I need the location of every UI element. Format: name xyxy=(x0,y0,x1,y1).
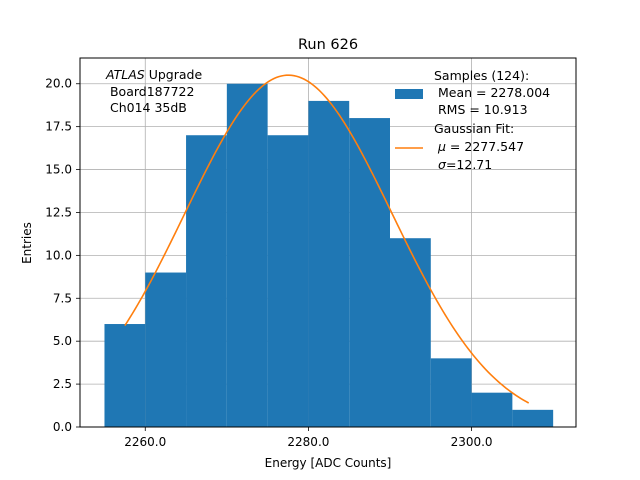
legend-samples-line-3: RMS = 10.913 xyxy=(434,102,528,117)
histogram-bar-1 xyxy=(145,272,187,427)
x-tick-label-0: 2260.0 xyxy=(124,435,166,449)
histogram-bars xyxy=(104,83,554,428)
legend-sigma-symbol: σ xyxy=(438,157,447,172)
chart-title: Run 626 xyxy=(298,37,358,53)
x-tick-label-1: 2280.0 xyxy=(287,435,329,449)
y-axis-label: Entries xyxy=(20,222,34,264)
x-tick-label-2: 2300.0 xyxy=(451,435,493,449)
histogram-bar-10 xyxy=(512,409,554,427)
annotation-line-1: ATLAS Upgrade xyxy=(105,67,202,82)
legend: Samples (124): Mean = 2278.004 RMS = 10.… xyxy=(395,68,550,172)
legend-fit-line-1: Gaussian Fit: xyxy=(434,121,514,136)
legend-fit-line-3: σ=12.71 xyxy=(438,157,492,172)
histogram-bar-0 xyxy=(104,324,146,427)
y-tick-label-2: 5.0 xyxy=(53,334,72,348)
legend-fit-line-2: μ = 2277.547 xyxy=(437,139,524,154)
legend-sigma-value: =12.71 xyxy=(446,157,492,172)
y-tick-label-0: 0.0 xyxy=(53,420,72,434)
legend-samples-line-1: Samples (124): xyxy=(434,68,529,83)
histogram-bar-9 xyxy=(471,392,513,427)
plot-frame xyxy=(79,57,577,428)
legend-samples-swatch xyxy=(395,89,423,99)
y-tick-label-8: 20.0 xyxy=(45,77,72,91)
legend-samples-line-2: Mean = 2278.004 xyxy=(434,85,550,100)
legend-mu-symbol: μ xyxy=(437,139,446,154)
x-axis-label: Energy [ADC Counts] xyxy=(265,456,392,470)
histogram-bar-6 xyxy=(349,118,390,428)
histogram-bar-2 xyxy=(186,135,227,428)
histogram-bar-5 xyxy=(308,100,350,427)
annotation-line-2: Board187722 xyxy=(106,84,194,99)
legend-mu-value: = 2277.547 xyxy=(446,139,524,154)
y-tick-label-1: 2.5 xyxy=(53,377,72,391)
atlas-annotation: ATLAS Upgrade Board187722 Ch014 35dB xyxy=(105,67,202,115)
y-tick-label-7: 17.5 xyxy=(45,120,72,134)
y-tick-label-6: 15.0 xyxy=(45,163,72,177)
annotation-upgrade: Upgrade xyxy=(145,67,203,82)
y-axis-ticks: 0.0 2.5 5.0 7.5 10.0 12.5 15.0 17.5 20.0 xyxy=(45,77,80,434)
histogram-bar-7 xyxy=(390,238,431,427)
annotation-line-3: Ch014 35dB xyxy=(106,100,187,115)
x-axis-ticks: 2260.0 2280.0 2300.0 xyxy=(124,427,493,449)
histogram-bar-3 xyxy=(226,83,268,427)
gaussian-fit-curve xyxy=(124,74,530,404)
annotation-atlas: ATLAS xyxy=(105,67,145,82)
y-tick-label-3: 7.5 xyxy=(53,291,72,305)
y-tick-label-4: 10.0 xyxy=(45,248,72,262)
gaussian-fit-line xyxy=(124,74,530,404)
histogram-bar-8 xyxy=(430,358,472,427)
y-tick-label-5: 12.5 xyxy=(45,205,72,219)
histogram-bar-4 xyxy=(267,135,309,428)
